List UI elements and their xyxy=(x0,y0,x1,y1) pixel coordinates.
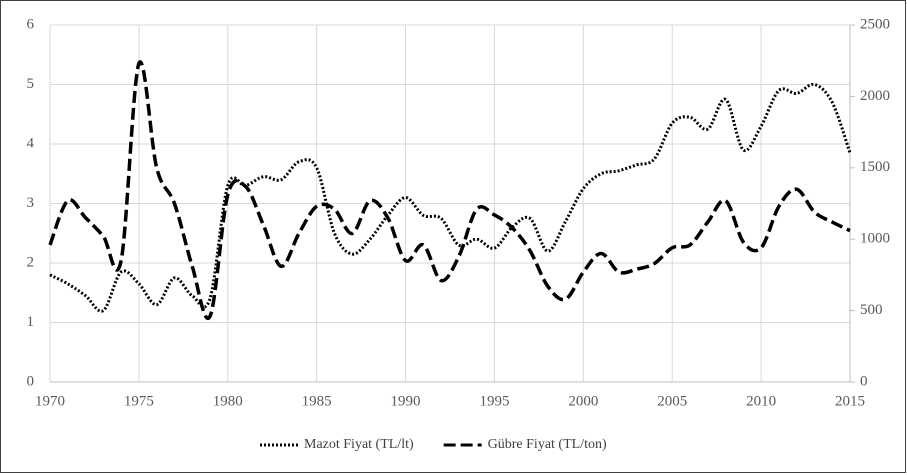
line-series xyxy=(48,60,851,321)
x-tick-label: 1985 xyxy=(302,393,332,409)
y2-tick-label: 1500 xyxy=(860,159,890,175)
y2-tick-label: 2000 xyxy=(860,88,890,104)
y-tick-label: 4 xyxy=(27,135,35,151)
legend-label: Mazot Fiyat (TL/lt) xyxy=(304,437,414,452)
x-tick-label: 2015 xyxy=(835,393,865,409)
y-tick-label: 1 xyxy=(27,314,35,330)
x-tick-label: 2005 xyxy=(657,393,687,409)
y2-tick-label: 1000 xyxy=(860,231,890,247)
y-tick-label: 3 xyxy=(27,195,35,211)
y-tick-label: 5 xyxy=(27,76,35,92)
legend-label: Gübre Fiyat (TL/ton) xyxy=(488,437,607,452)
x-tick-label: 2000 xyxy=(568,393,598,409)
y2-tick-label: 2500 xyxy=(860,16,890,32)
y-tick-label: 2 xyxy=(27,254,35,270)
y-tick-label: 0 xyxy=(27,373,35,389)
y-tick-label: 6 xyxy=(27,16,35,32)
x-tick-label: 1970 xyxy=(35,393,65,409)
line-series xyxy=(49,82,852,313)
x-tick-label: 1980 xyxy=(213,393,243,409)
y2-tick-label: 0 xyxy=(860,373,868,389)
x-tick-label: 1975 xyxy=(124,393,154,409)
x-tick-label: 1995 xyxy=(479,393,509,409)
y2-tick-label: 500 xyxy=(860,302,883,318)
x-tick-label: 1990 xyxy=(391,393,421,409)
x-tick-label: 2010 xyxy=(746,393,776,409)
